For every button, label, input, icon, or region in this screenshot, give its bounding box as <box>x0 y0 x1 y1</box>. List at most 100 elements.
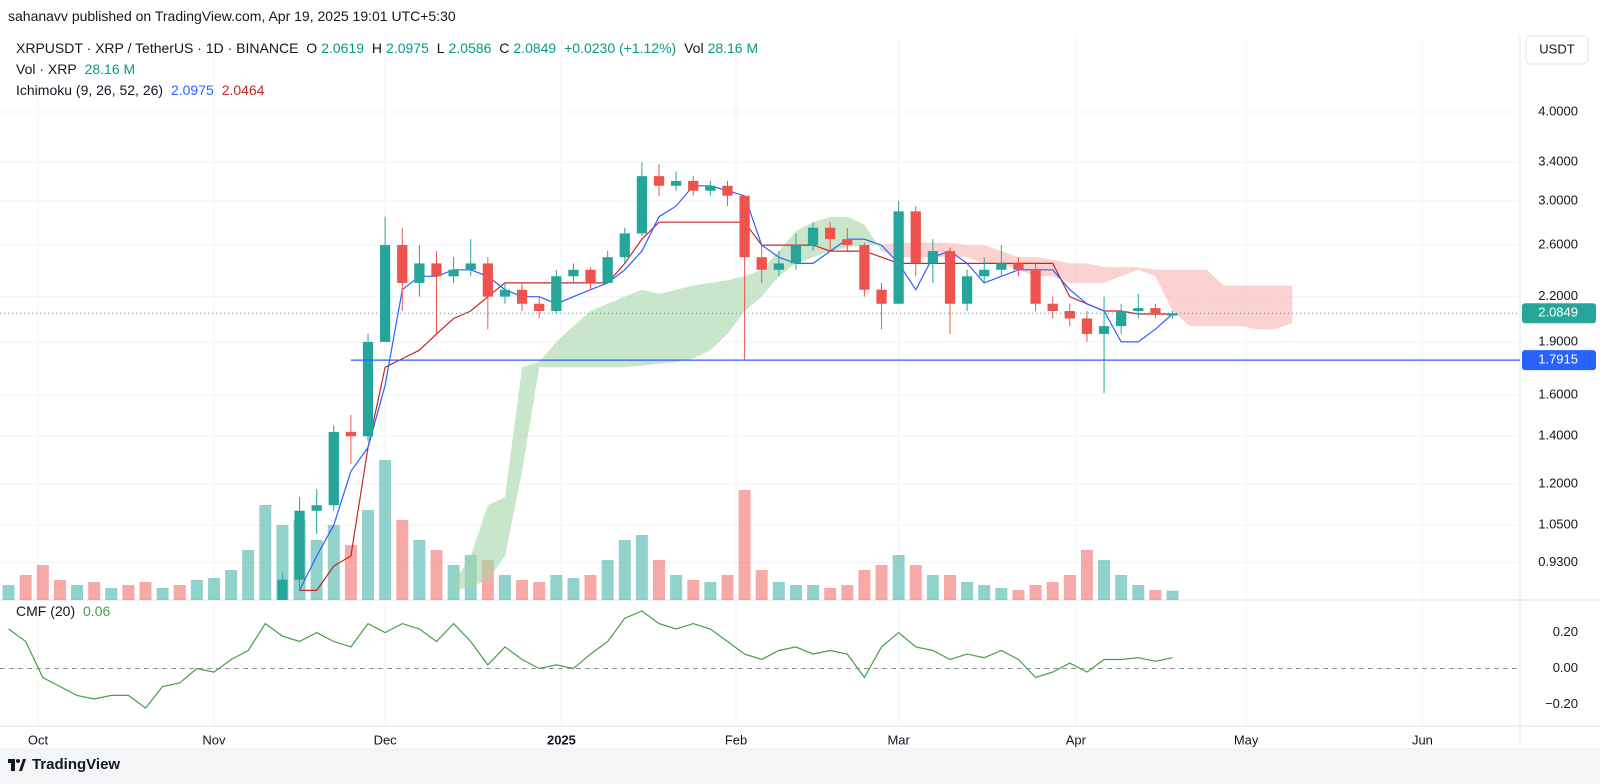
volume-bar <box>824 588 837 600</box>
candle-body <box>739 195 750 258</box>
volume-bar <box>909 565 922 600</box>
y-tick-label: 4.0000 <box>1538 103 1578 118</box>
logo <box>8 758 26 771</box>
grid <box>0 36 1520 726</box>
volume-bar <box>516 580 529 600</box>
candle-body <box>825 227 836 240</box>
cloud-segment <box>522 362 540 472</box>
candle-body <box>756 257 767 270</box>
candle-body <box>653 176 665 186</box>
symbol: XRPUSDT · XRP / TetherUS · 1D · BINANCE <box>16 40 299 56</box>
volume-bar <box>550 575 563 600</box>
y-tick-label: 1.2000 <box>1538 475 1578 490</box>
candle-body <box>431 263 442 277</box>
chart-area <box>0 36 1600 742</box>
y-tick-label: 1.0500 <box>1538 517 1578 532</box>
brand: TradingView <box>32 756 121 773</box>
cloud-segment <box>1258 285 1276 330</box>
volume-bar <box>653 560 665 600</box>
volume-bar <box>944 575 956 600</box>
volume-bar <box>362 510 375 600</box>
candle-body <box>516 289 528 304</box>
y-tick-label: 1.4000 <box>1538 428 1578 443</box>
vol-title: Vol · XRP <box>16 61 77 77</box>
volume-bar <box>413 540 426 600</box>
y-tick-label: 0.00 <box>1553 660 1578 675</box>
cloud-segment <box>539 341 557 368</box>
volume-bar <box>53 580 66 600</box>
volume-bar <box>892 555 905 600</box>
candle-body <box>534 303 545 312</box>
candle-body <box>397 245 408 283</box>
candle-body <box>1030 269 1041 304</box>
currency: USDT <box>1539 41 1574 56</box>
candle-body <box>1064 311 1075 319</box>
cmf-title: CMF (20) <box>16 603 76 619</box>
volume-bar <box>772 582 785 600</box>
y-tick-label: 3.4000 <box>1538 154 1578 169</box>
cloud-segment <box>1275 285 1293 330</box>
volume-bar <box>1132 585 1145 600</box>
candle-body <box>192 742 202 748</box>
volume-bar <box>259 505 272 600</box>
cloud-segment <box>1155 269 1173 311</box>
candle-body <box>927 251 939 264</box>
candle-body <box>448 269 459 277</box>
volume-bar <box>225 570 238 600</box>
cloud-segment <box>1241 285 1259 330</box>
price-label: 2.0849 <box>1538 305 1578 320</box>
candle-body <box>414 263 425 283</box>
l-value: 2.0586 <box>448 40 492 56</box>
price-pane <box>2 162 1293 748</box>
cloud-segment <box>710 280 728 351</box>
x-tick-label: Apr <box>1066 732 1087 747</box>
y-tick-label: 3.0000 <box>1538 192 1578 207</box>
publish-info: sahanavv published on TradingView.com, A… <box>8 8 456 24</box>
o-label: O <box>306 40 318 56</box>
vol-label: Vol <box>684 40 704 56</box>
candle-body <box>619 233 630 258</box>
volume-bar <box>207 578 220 600</box>
candle-body <box>1150 308 1161 314</box>
cloud-segment <box>744 269 762 311</box>
volume-bar <box>88 582 101 600</box>
volume-bar <box>858 570 871 600</box>
candle-body <box>1081 318 1093 334</box>
volume-bar <box>379 460 392 600</box>
ichimoku-base <box>299 221 1173 591</box>
price-label-box <box>1522 303 1596 324</box>
ichimoku-conversion <box>298 185 1173 591</box>
y-tick-label: 1.6000 <box>1538 386 1578 401</box>
volume-bar <box>242 550 255 600</box>
candle-body <box>551 276 562 312</box>
cloud-segment <box>984 245 1002 264</box>
axes: 4.0000 3.4000 3.0000 2.6000 2.2000 1.9000 1.60… <box>0 103 1596 747</box>
x-tick-label: May <box>1234 732 1259 747</box>
cloud-segment <box>1086 263 1105 283</box>
legend-row: XRPUSDT · XRP / TetherUS · 1D · BINANCE … <box>16 40 762 56</box>
candle-body <box>465 263 476 270</box>
candle-body <box>773 263 784 270</box>
candle-body <box>1133 308 1144 312</box>
cloud-segment <box>624 289 642 368</box>
candle-body <box>979 269 990 277</box>
cloud-segment <box>693 282 711 359</box>
y-tick-label: 1.9000 <box>1538 333 1578 348</box>
cloud-segment <box>1121 267 1139 277</box>
volume-bar <box>498 575 511 600</box>
cloud-segment <box>1052 259 1070 283</box>
cloud-segment <box>573 311 591 368</box>
cloud-segment <box>556 326 574 368</box>
legend-row: CMF (20) 0.06 <box>16 603 114 619</box>
volume-bar <box>105 588 118 600</box>
h-value: 2.0975 <box>386 40 429 56</box>
volume-bar <box>533 582 546 600</box>
candle-body <box>328 431 339 506</box>
currency-box[interactable] <box>1525 35 1589 65</box>
l-label: L <box>436 40 445 56</box>
candle-body <box>893 211 904 304</box>
x-tick-label: Nov <box>202 732 226 747</box>
candle-body <box>944 251 956 304</box>
candle-body <box>807 227 819 246</box>
